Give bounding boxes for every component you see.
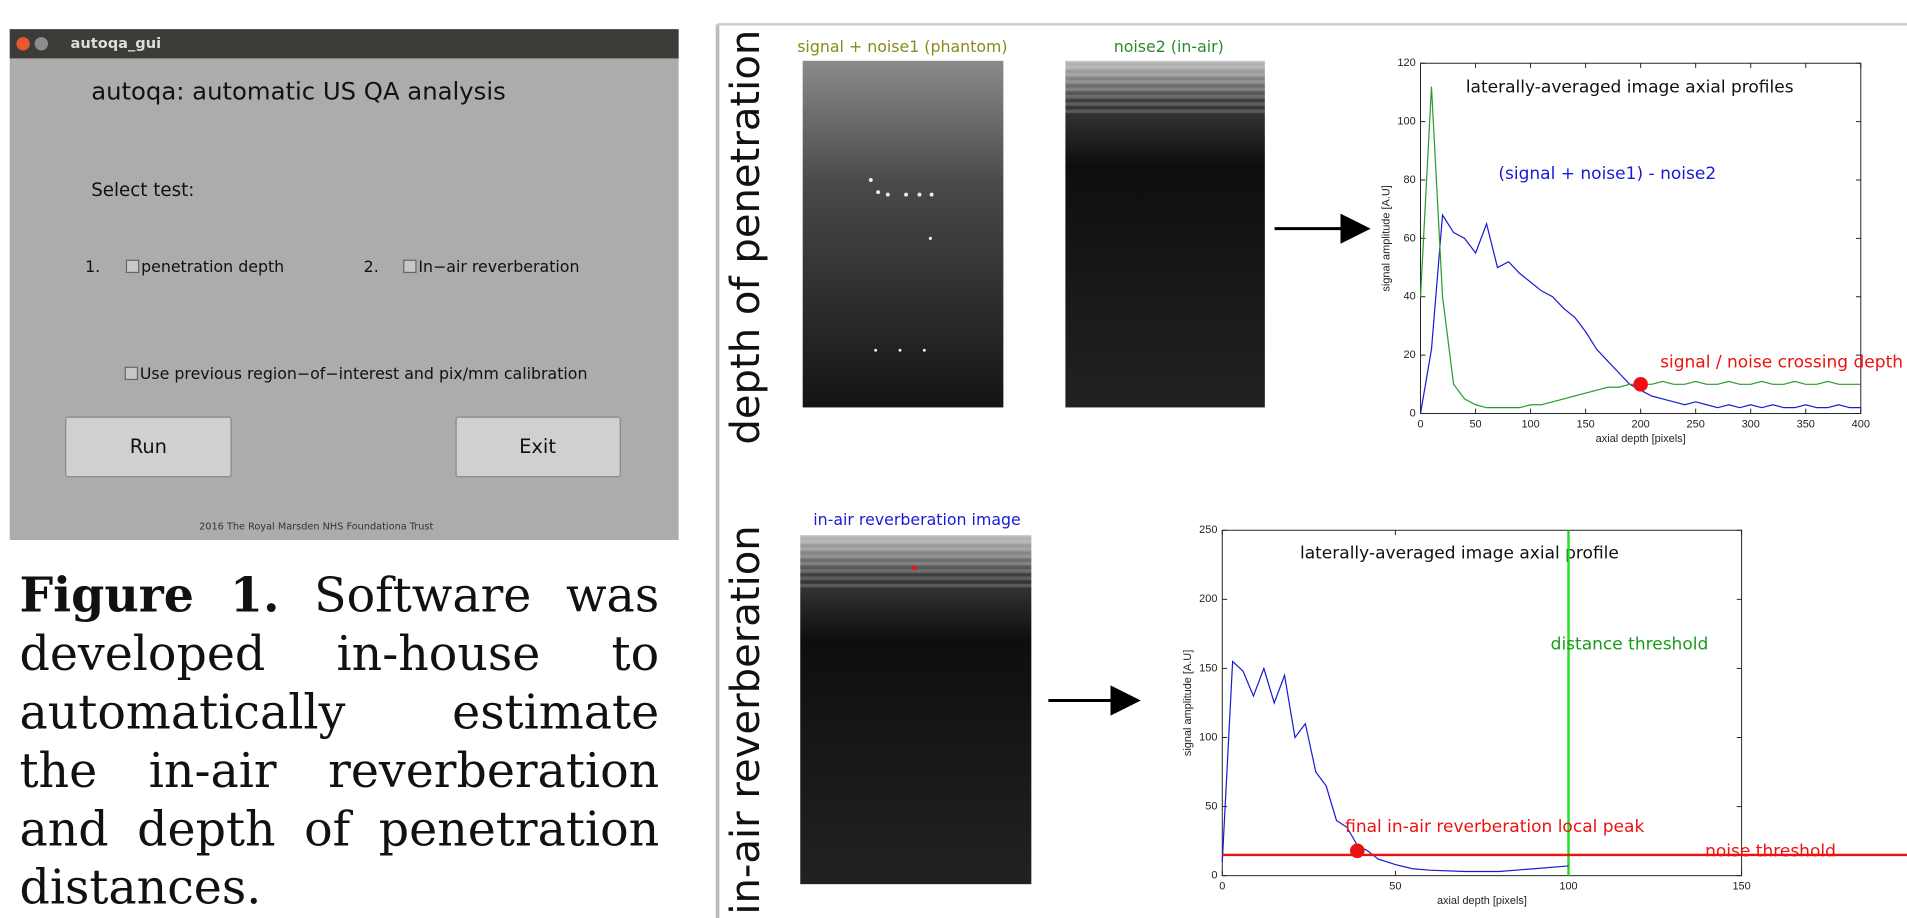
crossing-point [1350, 843, 1365, 858]
annotation: noise threshold [1705, 841, 1836, 861]
checkbox[interactable] [125, 367, 137, 379]
chart-title: laterally-averaged image axial profile [1300, 543, 1619, 563]
x-tick-label: 200 [1632, 418, 1650, 430]
caption: Figure 1. Software was developed in-hous… [19, 567, 659, 918]
option-label[interactable]: In−air reverberation [418, 257, 579, 276]
image-label: in-air reverberation image [813, 510, 1021, 529]
x-tick-label: 300 [1742, 418, 1760, 430]
ultrasound-image [803, 61, 1004, 408]
x-tick-label: 250 [1687, 418, 1705, 430]
y-tick-label: 100 [1199, 731, 1217, 743]
minimize-button[interactable] [35, 37, 48, 50]
x-tick-label: 50 [1389, 881, 1401, 893]
y-tick-label: 120 [1397, 57, 1415, 69]
x-tick-label: 400 [1852, 418, 1870, 430]
y-axis-label: signal amplitude [A.U] [1380, 185, 1392, 291]
y-tick-label: 100 [1397, 116, 1415, 128]
button-label[interactable]: Exit [519, 435, 556, 458]
y-tick-label: 50 [1205, 800, 1217, 812]
option-label[interactable]: Use previous region−of−interest and pix/… [140, 364, 588, 383]
reverberation-bands [800, 535, 1031, 590]
y-tick-label: 40 [1403, 291, 1415, 303]
select-label: Select test: [91, 180, 194, 201]
checkbox[interactable] [404, 260, 416, 272]
side-label: depth of penetration [723, 30, 769, 445]
caption-label: Figure 1. [19, 568, 279, 624]
x-tick-label: 150 [1576, 418, 1594, 430]
x-tick-label: 100 [1521, 418, 1539, 430]
x-tick-label: 100 [1559, 881, 1577, 893]
option-number: 2. [364, 257, 379, 276]
window-title: autoqa_gui [71, 35, 162, 52]
option-number: 1. [85, 257, 100, 276]
checkbox[interactable] [126, 260, 138, 272]
annotation: signal / noise crossing depth [1660, 352, 1903, 372]
y-tick-label: 0 [1410, 407, 1416, 419]
x-tick-label: 50 [1469, 418, 1481, 430]
gui-footer: 2016 The Royal Marsden NHS Foundationa T… [199, 522, 433, 533]
close-button[interactable] [16, 37, 29, 50]
y-tick-label: 200 [1199, 593, 1217, 605]
gui-window: autoqa_gui autoqa: automatic US QA analy… [10, 29, 679, 540]
annotation: (signal + noise1) - noise2 [1498, 164, 1716, 184]
y-tick-label: 60 [1403, 232, 1415, 244]
charts: 0 50 100 150 200 250 300 350 400 0 20 40 60 80 100 120 a… [1182, 57, 1907, 907]
x-axis-label: axial depth [pixels] [1437, 895, 1527, 907]
x-tick-label: 150 [1732, 881, 1750, 893]
y-tick-label: 20 [1403, 349, 1415, 361]
side-label: in-air reverberation [723, 525, 769, 914]
image-label: signal + noise1 (phantom) [797, 37, 1007, 56]
page: { "gui": { "window_title": "autoqa_gui",… [0, 0, 1907, 918]
y-tick-label: 0 [1211, 870, 1217, 882]
y-tick-label: 250 [1199, 524, 1217, 536]
image-label: noise2 (in-air) [1114, 37, 1224, 56]
annotation: distance threshold [1551, 635, 1709, 655]
figure: autoqa_gui autoqa: automatic US QA analy… [0, 0, 1907, 918]
chart-title: laterally-averaged image axial profiles [1466, 78, 1794, 98]
chart: 0 50 100 150 0 50 100 150 200 250 axial depth [pix… [1182, 524, 1907, 907]
chart: 0 50 100 150 200 250 300 350 400 0 20 40 60 80 100 120 a… [1380, 57, 1903, 445]
y-axis-label: signal amplitude [A.U] [1182, 650, 1194, 756]
peak-marker [912, 566, 917, 571]
run-button[interactable]: Run [66, 417, 231, 477]
gui-heading: autoqa: automatic US QA analysis [91, 76, 506, 105]
crossing-point [1633, 377, 1648, 392]
x-tick-label: 0 [1417, 418, 1423, 430]
y-tick-label: 80 [1403, 174, 1415, 186]
annotation: final in-air reverberation local peak [1345, 817, 1644, 837]
x-axis-label: axial depth [pixels] [1596, 433, 1686, 445]
y-tick-label: 150 [1199, 662, 1217, 674]
x-tick-label: 0 [1219, 881, 1225, 893]
button-label[interactable]: Run [130, 435, 167, 458]
exit-button[interactable]: Exit [456, 417, 620, 477]
x-tick-label: 350 [1797, 418, 1815, 430]
option-label[interactable]: penetration depth [141, 257, 284, 276]
reverberation-bands [1065, 61, 1264, 116]
